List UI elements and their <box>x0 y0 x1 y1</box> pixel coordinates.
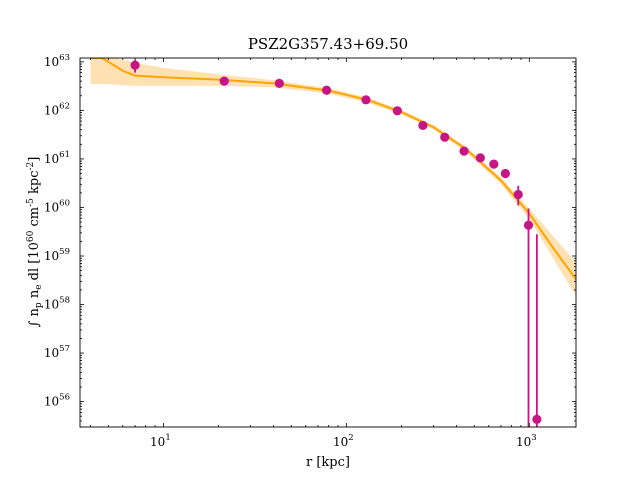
data-point <box>532 414 542 425</box>
x-tick-label: 101 <box>150 433 171 449</box>
data-point <box>274 78 284 88</box>
data-point <box>418 120 428 131</box>
y-tick-label: 1058 <box>44 296 70 312</box>
x-tick-label: 102 <box>333 433 354 449</box>
svg-text:∫ np ne dl [1060 cm-5 kpc-2]: ∫ np ne dl [1060 cm-5 kpc-2] <box>26 157 44 328</box>
model-uncertainty-band <box>90 58 576 296</box>
y-tick-label: 1057 <box>44 344 70 360</box>
y-tick-label: 1063 <box>44 53 70 69</box>
model-line <box>90 58 576 280</box>
data-point <box>513 189 523 200</box>
y-tick-label: 1062 <box>44 101 70 117</box>
y-tick-label: 1059 <box>44 247 70 263</box>
x-tick-label: 103 <box>516 433 537 449</box>
data-point <box>392 106 402 116</box>
data-point <box>459 146 469 156</box>
data-point <box>440 132 450 142</box>
y-tick-label: 1060 <box>44 198 70 214</box>
plot-frame <box>79 57 577 428</box>
data-point <box>219 76 229 86</box>
axis-ticks: 101 102 103 1056 1057 1058 1059 1060 1061 1062 106… <box>44 53 576 449</box>
y-tick-label: 1056 <box>44 393 70 409</box>
y-tick-label: 1061 <box>44 150 70 166</box>
data-point <box>130 60 140 70</box>
data-point <box>489 159 499 169</box>
y-axis-label: ∫ np ne dl [1060 cm-5 kpc-2] <box>26 157 44 328</box>
data-point <box>361 95 371 105</box>
plot-area <box>90 58 576 427</box>
chart-title: PSZ2G357.43+69.50 <box>248 35 408 53</box>
data-point <box>523 220 534 230</box>
x-axis-label: r [kpc] <box>306 455 350 470</box>
data-point <box>322 85 332 95</box>
data-point <box>500 168 510 179</box>
data-point <box>475 153 485 163</box>
